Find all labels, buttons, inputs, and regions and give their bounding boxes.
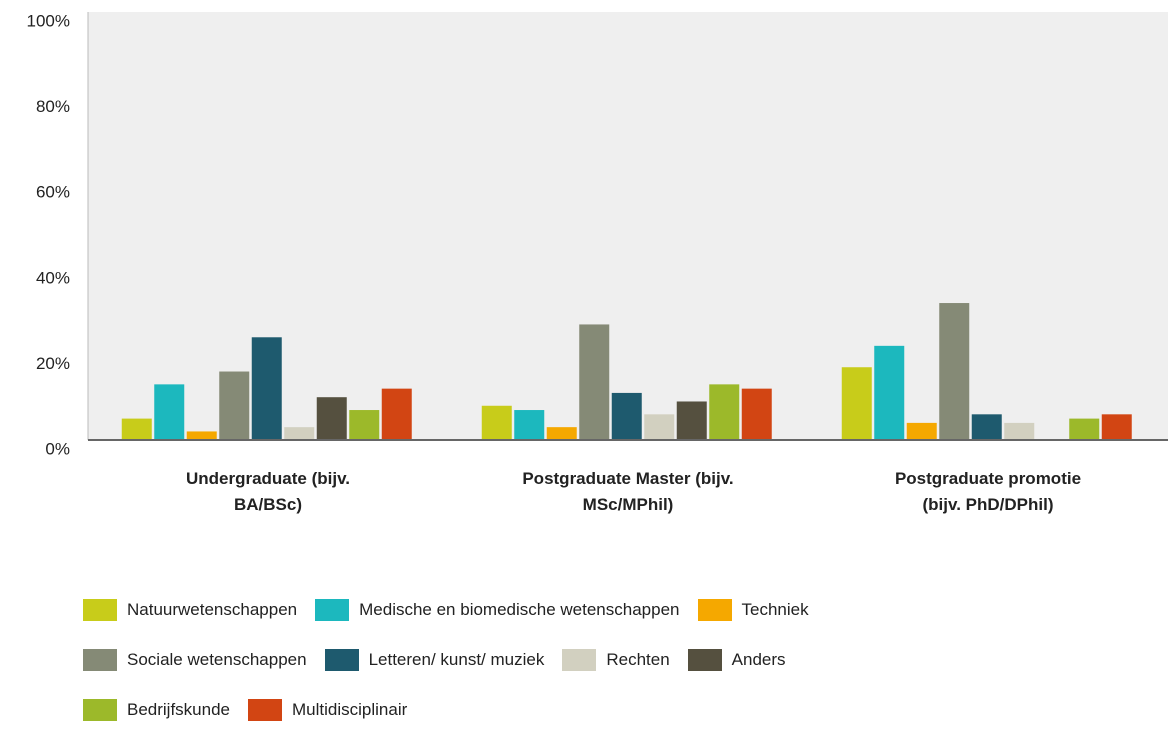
legend-label: Anders	[731, 650, 786, 669]
legend-item: Medische en biomedische wetenschappen	[315, 599, 680, 621]
legend-item: Anders	[687, 649, 786, 671]
y-tick-label: 40%	[36, 268, 70, 287]
bar	[481, 405, 512, 440]
bar	[611, 392, 642, 440]
legend-label: Letteren/ kunst/ muziek	[368, 650, 545, 669]
legend-row: Sociale wetenschappen Letteren/ kunst/ mu…	[83, 635, 827, 685]
bar	[1101, 414, 1132, 440]
bar	[1004, 422, 1035, 440]
bar	[514, 410, 545, 440]
bar	[709, 384, 740, 440]
bar	[676, 401, 707, 440]
legend-item: Natuurwetenschappen	[83, 599, 297, 621]
bar	[874, 345, 905, 440]
y-tick-label: 100%	[27, 11, 70, 30]
bar	[316, 397, 347, 440]
page: {"chart_data": {"type": "bar", "categori…	[26, 11, 1168, 721]
bar	[971, 414, 1002, 440]
legend-label: Multidisciplinair	[292, 700, 408, 719]
bar	[186, 431, 217, 440]
y-tick-label: 0%	[45, 439, 70, 458]
bar	[121, 418, 152, 440]
legend-label: Techniek	[741, 600, 809, 619]
legend-label: Rechten	[606, 650, 670, 669]
bar	[284, 427, 315, 440]
bar	[546, 427, 577, 440]
y-tick-label: 60%	[36, 183, 70, 202]
bar	[251, 337, 282, 440]
bar	[219, 371, 250, 440]
legend-swatch	[687, 649, 722, 671]
legend-swatch	[315, 599, 350, 621]
plot-area	[88, 12, 1168, 440]
legend-label: Sociale wetenschappen	[127, 650, 307, 669]
legend-label: Natuurwetenschappen	[127, 600, 298, 619]
legend-item: Bedrijfskunde	[83, 699, 230, 721]
legend-item: Letteren/ kunst/ muziek	[324, 649, 545, 671]
legend-label: Medische en biomedische wetenschappen	[359, 600, 680, 619]
bar	[579, 324, 610, 440]
legend-row: Natuurwetenschappen Medische en biomedisc…	[83, 585, 827, 635]
legend-item: Sociale wetenschappen	[83, 649, 307, 671]
y-tick-label: 80%	[36, 97, 70, 116]
bar	[741, 388, 772, 440]
legend-item: Multidisciplinair	[248, 699, 407, 721]
bar	[154, 384, 185, 440]
legend: Natuurwetenschappen Medische en biomedisc…	[83, 585, 827, 735]
legend-swatch	[324, 649, 359, 671]
legend-swatch	[562, 649, 597, 671]
bar	[1069, 418, 1100, 440]
bar	[841, 367, 872, 440]
legend-item: Techniek	[697, 599, 809, 621]
legend-row: Bedrijfskunde Multidisciplinair	[83, 685, 827, 735]
legend-swatch	[248, 699, 283, 721]
x-tick-label: Postgraduate Master (bijv. MSc/MPhil)	[522, 469, 734, 514]
legend-swatch	[697, 599, 732, 621]
bar	[349, 410, 380, 440]
chart: 0% 20% 40% 60% 80% 100%	[27, 11, 1168, 458]
y-tick-label: 20%	[36, 354, 70, 373]
bar	[381, 388, 412, 440]
bar	[939, 303, 970, 440]
legend-swatch	[83, 599, 117, 621]
x-tick-label: Undergraduate (bijv. BA/BSc)	[185, 469, 351, 514]
legend-swatch	[83, 699, 117, 721]
legend-label: Bedrijfskunde	[127, 700, 231, 719]
legend-item: Rechten	[562, 649, 670, 671]
bar	[906, 422, 937, 440]
legend-swatch	[83, 649, 117, 671]
x-tick-label: Postgraduate promotie (bijv. PhD/DPhil)	[894, 469, 1082, 514]
bar	[644, 414, 675, 440]
